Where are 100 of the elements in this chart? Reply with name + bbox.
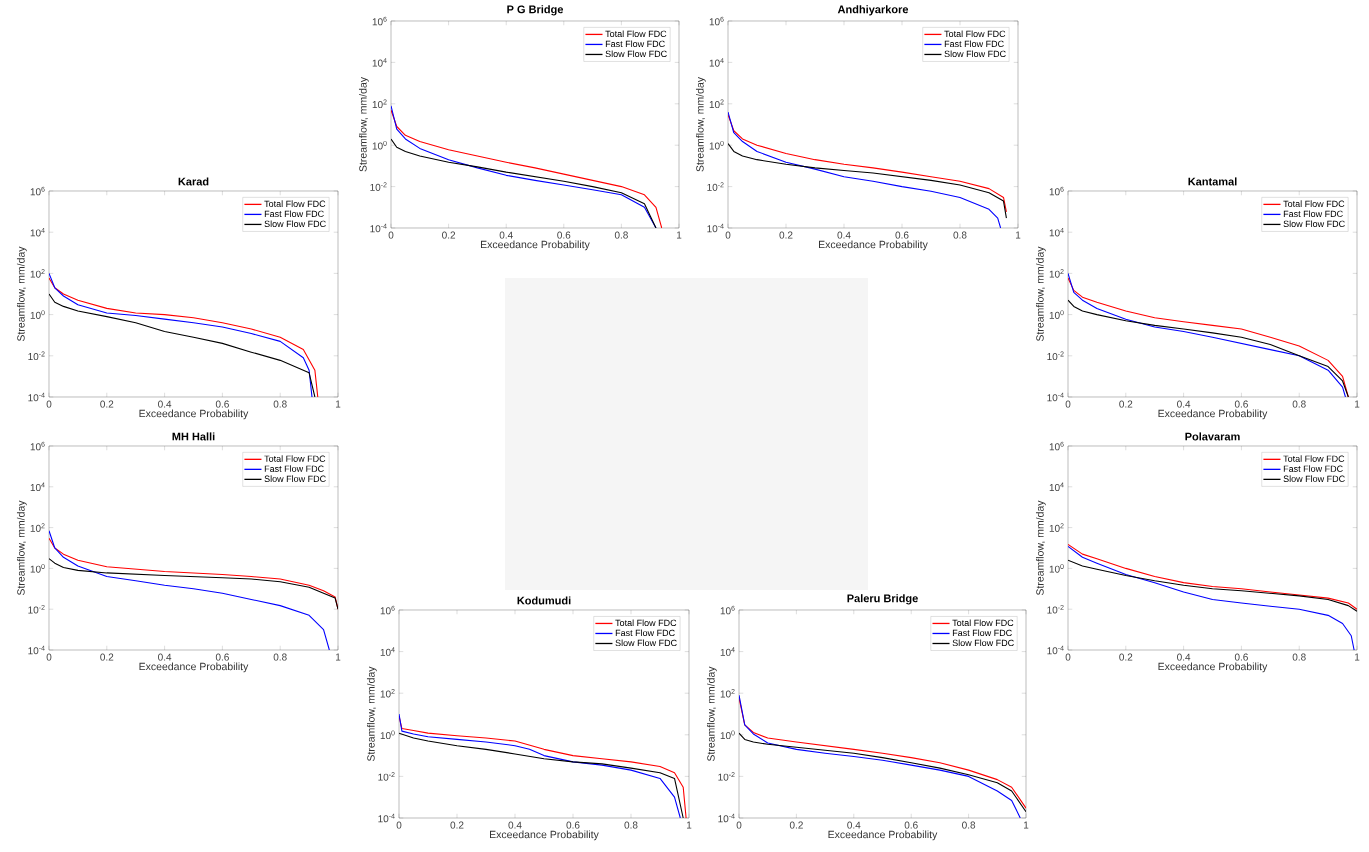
y-tick-label: 10$^{0}$ — [1049, 310, 1064, 319]
y-axis-title: Streamflow, mm/day — [358, 76, 369, 172]
line-series — [1068, 543, 1358, 610]
legend-label: Slow Flow FDC — [1283, 220, 1345, 228]
x-tick-label: 0 — [396, 821, 402, 829]
y-tick-label: 10$^{2}$ — [1049, 269, 1064, 278]
legend-label: Slow Flow FDC — [1283, 475, 1345, 482]
chart-title: Paleru Bridge — [847, 594, 918, 605]
y-axis-title: Streamflow, mm/day — [1035, 246, 1046, 342]
y-tick-label: 10$^{6}$ — [709, 16, 724, 26]
y-tick-label: 10$^{4}$ — [380, 647, 395, 656]
y-axis-title: Streamflow, mm/day — [16, 246, 27, 342]
legend-label: Slow Flow FDC — [264, 220, 326, 228]
y-tick-label: 10$^{-2}$ — [718, 772, 735, 781]
x-tick-label: 0.8 — [273, 400, 287, 408]
y-tick-label: 10$^{4}$ — [1049, 482, 1064, 492]
x-tick-label: 0.2 — [789, 821, 803, 829]
chart-title: Kantamal — [1188, 177, 1237, 186]
x-tick-label: 0.4 — [158, 400, 172, 408]
legend-label: Slow Flow FDC — [944, 50, 1006, 58]
line-series — [1068, 545, 1355, 650]
chart-title: MH Halli — [172, 432, 215, 441]
x-tick-label: 0.8 — [962, 821, 976, 829]
x-tick-label: 0.4 — [1177, 400, 1191, 408]
y-tick-label: 10$^{-4}$ — [28, 645, 45, 655]
y-tick-label: 10$^{-2}$ — [28, 604, 45, 614]
line-series — [1068, 299, 1349, 397]
y-tick-label: 10$^{2}$ — [380, 688, 395, 698]
x-axis-title: Exceedance Probability — [1158, 409, 1268, 420]
chart-title: Karad — [178, 177, 209, 186]
x-tick-label: 0.4 — [508, 821, 522, 829]
y-tick-label: 10$^{0}$ — [372, 140, 387, 150]
x-tick-label: 0.2 — [779, 231, 793, 239]
x-tick-label: 1 — [676, 231, 682, 239]
y-tick-label: 10$^{2}$ — [30, 523, 45, 532]
x-tick-label: 0.2 — [1119, 653, 1133, 661]
y-tick-label: 10$^{-4}$ — [718, 813, 735, 823]
y-tick-label: 10$^{2}$ — [720, 688, 735, 698]
line-series — [399, 732, 684, 818]
y-tick-label: 10$^{6}$ — [30, 186, 45, 196]
legend-label: Total Flow FDC — [1283, 200, 1345, 207]
y-tick-label: 10$^{4}$ — [372, 58, 387, 67]
y-tick-label: 10$^{0}$ — [709, 140, 724, 150]
chart-title: Andhiyarkore — [837, 5, 909, 16]
y-tick-label: 10$^{0}$ — [380, 730, 395, 740]
legend-label: Total Flow FDC — [615, 619, 677, 627]
legend-label: Total Flow FDC — [952, 619, 1014, 627]
legend-label: Slow Flow FDC — [615, 639, 677, 647]
x-tick-label: 0 — [46, 653, 52, 661]
y-axis-title: Streamflow, mm/day — [1035, 500, 1046, 596]
x-axis-title: Exceedance Probability — [139, 409, 249, 420]
x-tick-label: 0 — [388, 231, 394, 239]
x-tick-label: 1 — [1016, 231, 1021, 239]
legend-label: Slow Flow FDC — [952, 639, 1014, 647]
x-tick-label: 1 — [1024, 821, 1029, 829]
x-tick-label: 0.8 — [624, 821, 638, 829]
y-tick-label: 10$^{-2}$ — [1047, 604, 1064, 614]
y-axis-title: Streamflow, mm/day — [16, 500, 27, 596]
x-axis-title: Exceedance Probability — [1158, 662, 1268, 673]
x-tick-label: 0 — [1065, 400, 1071, 408]
y-tick-label: 10$^{-4}$ — [707, 223, 724, 233]
y-tick-label: 10$^{-2}$ — [378, 772, 395, 781]
y-tick-label: 10$^{-2}$ — [370, 182, 387, 191]
line-series — [739, 732, 1027, 813]
chart-title: Polavaram — [1185, 432, 1240, 441]
y-tick-label: 10$^{6}$ — [372, 16, 387, 26]
legend-label: Fast Flow FDC — [944, 40, 1004, 48]
x-axis-title: Exceedance Probability — [481, 240, 590, 251]
y-tick-label: 10$^{2}$ — [709, 99, 724, 109]
x-tick-label: 1 — [686, 821, 692, 829]
y-tick-label: 10$^{-2}$ — [1047, 351, 1064, 361]
y-tick-label: 10$^{6}$ — [1049, 441, 1064, 451]
y-tick-label: 10$^{2}$ — [30, 269, 45, 278]
x-tick-label: 0.2 — [450, 821, 464, 829]
x-tick-label: 0.4 — [499, 231, 513, 239]
x-tick-label: 0.8 — [1292, 653, 1306, 661]
legend-label: Fast Flow FDC — [264, 210, 324, 218]
y-tick-label: 10$^{4}$ — [720, 647, 735, 656]
x-tick-label: 0.4 — [158, 653, 172, 661]
y-tick-label: 10$^{-4}$ — [378, 813, 395, 823]
y-tick-label: 10$^{-4}$ — [28, 392, 45, 402]
y-tick-label: 10$^{-2}$ — [707, 182, 724, 191]
x-tick-label: 1 — [335, 400, 341, 408]
x-tick-label: 0.8 — [273, 653, 287, 661]
y-tick-label: 10$^{4}$ — [30, 227, 45, 237]
x-tick-label: 0.6 — [215, 653, 229, 661]
chart-title: Kodumudi — [517, 596, 571, 605]
x-tick-label: 0 — [46, 400, 52, 408]
y-tick-label: 10$^{6}$ — [380, 605, 395, 615]
y-tick-label: 10$^{0}$ — [30, 564, 45, 573]
y-tick-label: 10$^{6}$ — [30, 441, 45, 451]
x-tick-label: 0.4 — [847, 821, 861, 829]
x-tick-label: 0.6 — [895, 231, 909, 239]
x-tick-label: 0.2 — [100, 653, 114, 661]
y-tick-label: 10$^{-4}$ — [1047, 392, 1064, 402]
x-tick-label: 0.8 — [953, 231, 967, 239]
legend-label: Total Flow FDC — [944, 30, 1006, 38]
x-tick-label: 0.8 — [1292, 400, 1306, 408]
x-tick-label: 0.6 — [557, 231, 571, 239]
line-series — [49, 558, 338, 610]
